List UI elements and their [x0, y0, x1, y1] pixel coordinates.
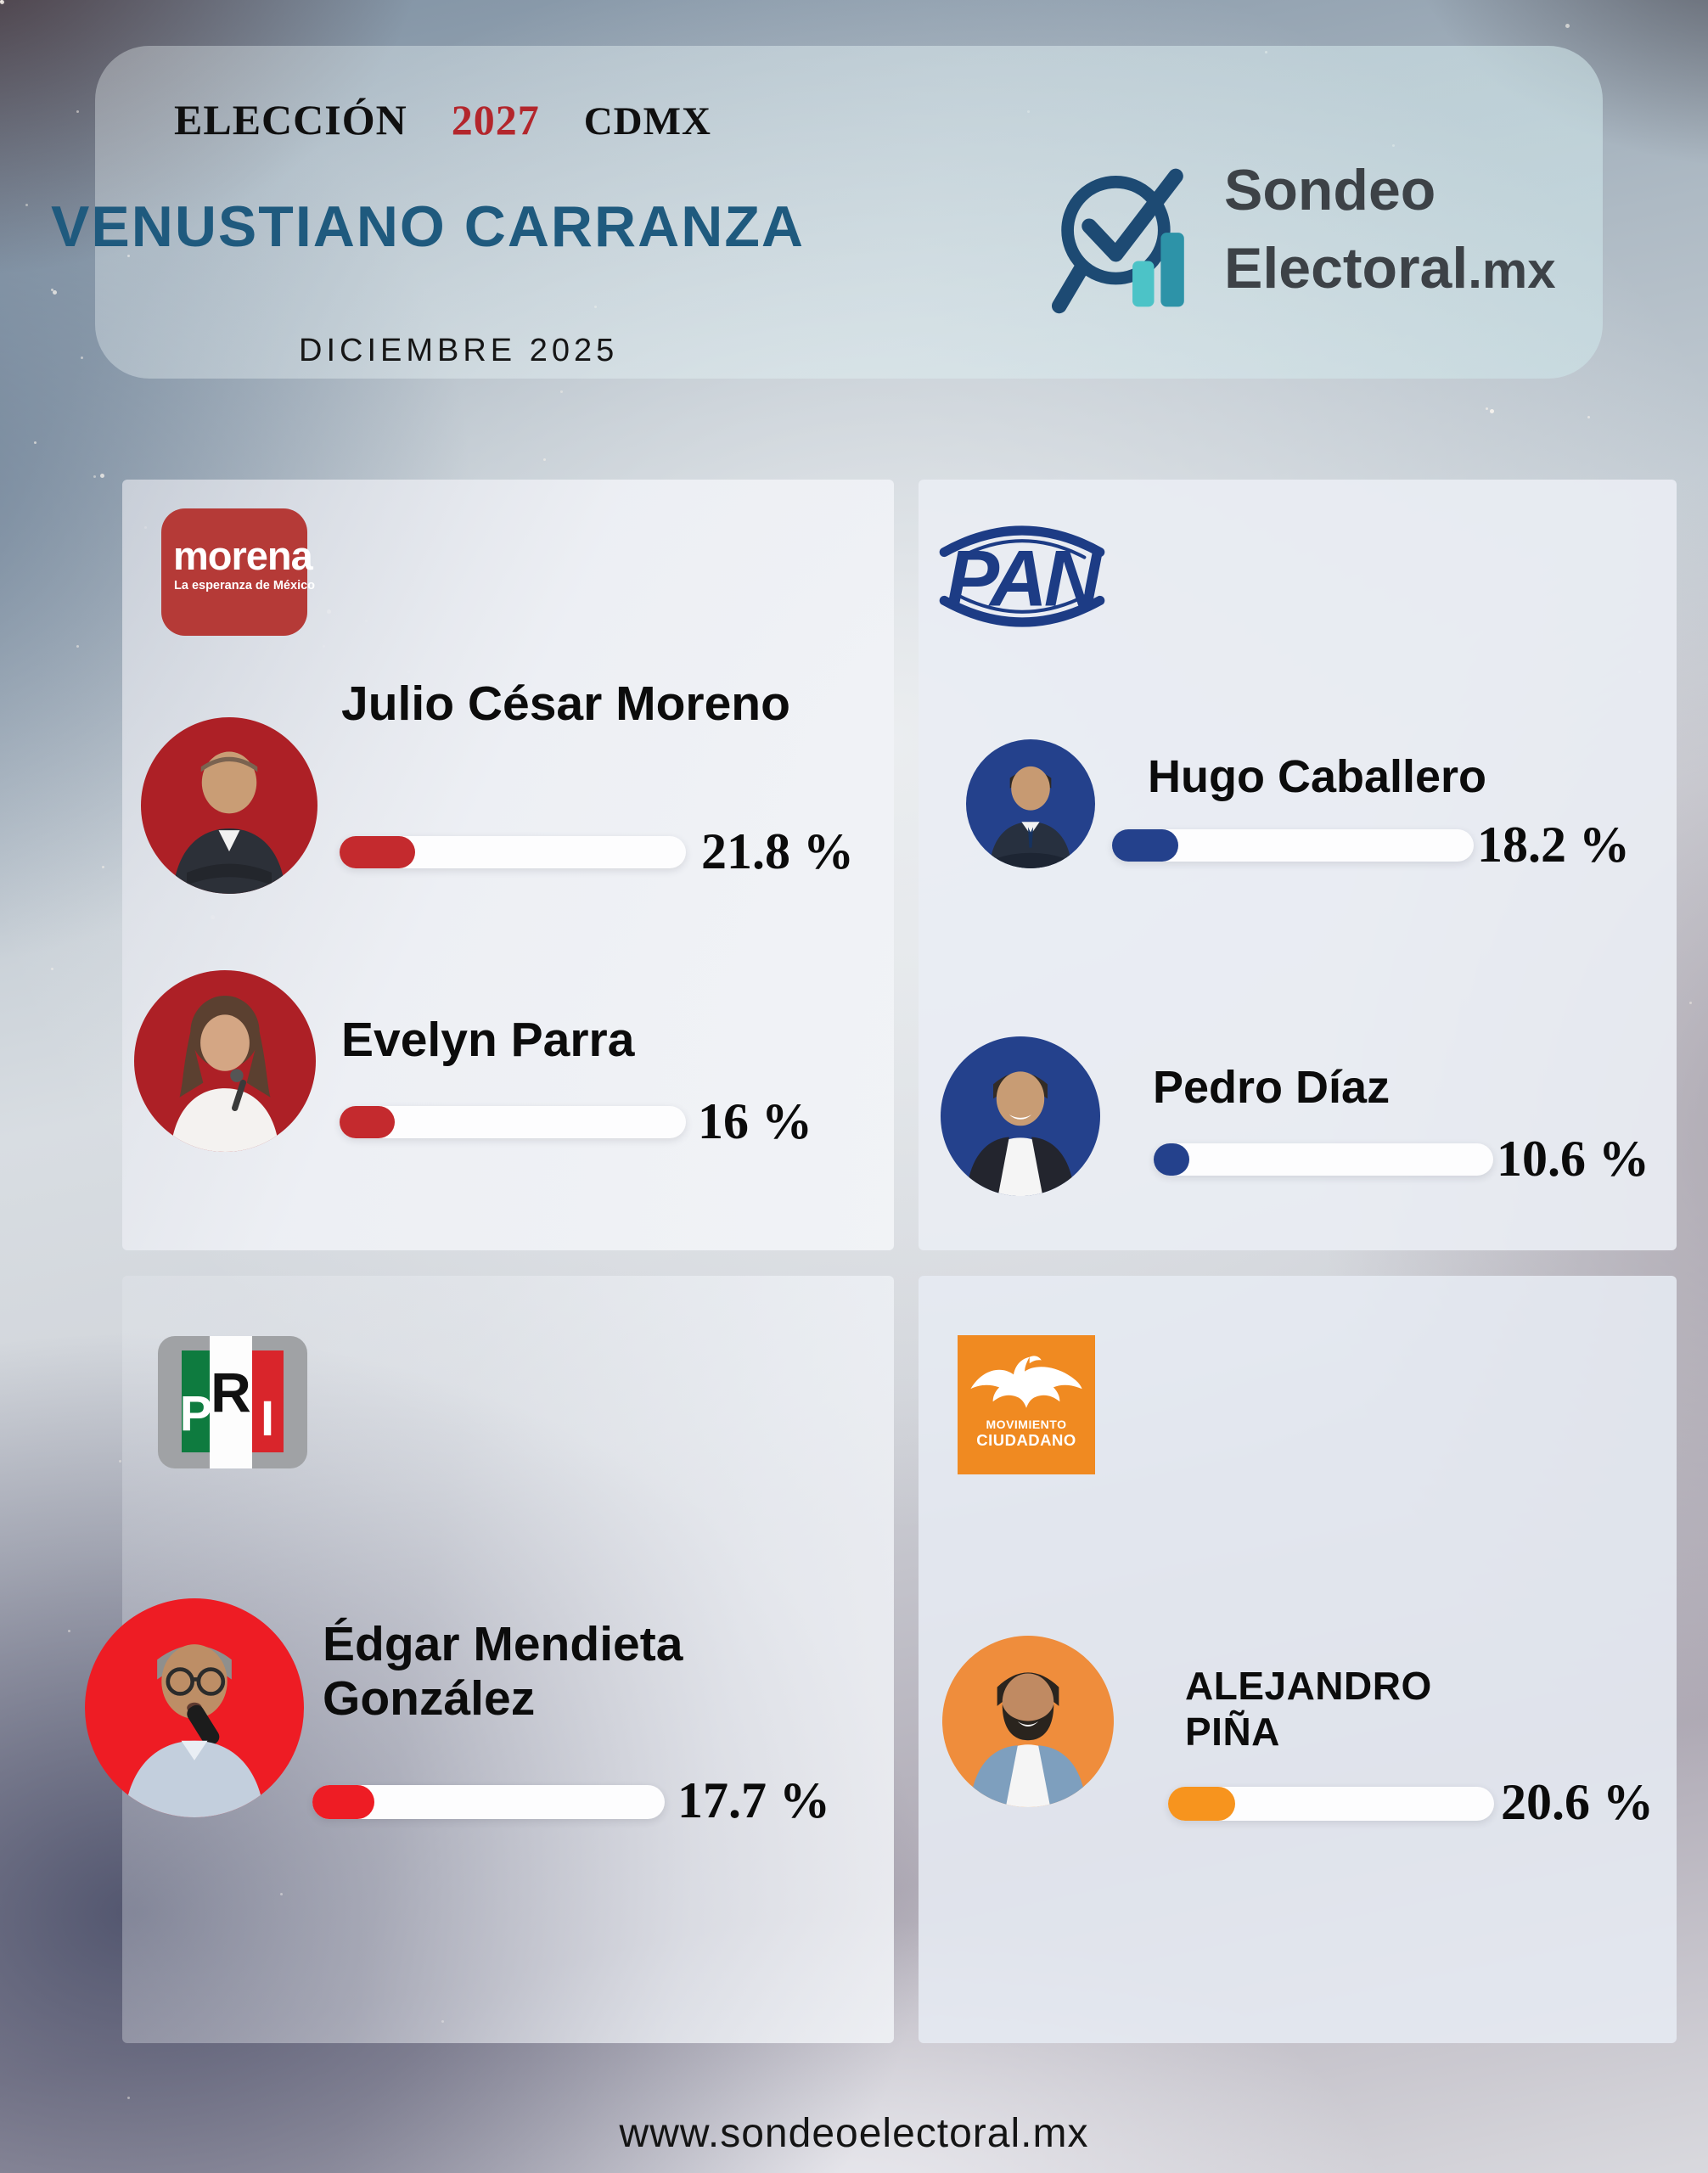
poll-bar-fill — [1112, 829, 1178, 862]
pri-letter-p: P — [180, 1386, 213, 1441]
candidate-photo-evelyn-parra — [134, 970, 316, 1152]
candidate-name: Julio César Moreno — [341, 677, 790, 731]
poll-bar — [340, 836, 686, 868]
candidate-photo-julio-cesar-moreno — [141, 717, 317, 894]
pan-logo-text: PAN — [947, 534, 1104, 623]
candidate-name: Evelyn Parra — [341, 1013, 635, 1067]
star-speckles-bright — [0, 0, 4, 4]
poll-percentage: 16 % — [698, 1093, 812, 1149]
website-url: www.sondeoelectoral.mx — [619, 2111, 1089, 2156]
card-pri: P R I Édgar Mendieta González — [85, 1276, 894, 2043]
candidate-name: Édgar Mendieta González — [323, 1617, 683, 1727]
election-region: CDMX — [583, 99, 711, 143]
election-label: ELECCIÓN — [174, 96, 407, 143]
person-icon — [124, 1644, 265, 1817]
poll-percentage: 10.6 % — [1497, 1131, 1649, 1187]
brand-domain-suffix: .mx — [1468, 242, 1556, 299]
candidate-photo-pedro-diaz — [941, 1036, 1100, 1196]
poll-bar-fill — [340, 836, 415, 868]
poll-bar — [312, 1785, 665, 1819]
morena-logo-tagline: La esperanza de México — [174, 579, 316, 592]
candidate-name-line1: ALEJANDRO — [1185, 1664, 1432, 1708]
poll-bar-fill — [1168, 1787, 1236, 1821]
page-title: VENUSTIANO CARRANZA — [51, 194, 805, 259]
candidate-name: ALEJANDRO PIÑA — [1185, 1663, 1432, 1755]
brand-line1: Sondeo — [1224, 158, 1436, 222]
mc-logo-line1: MOVIMIENTO — [986, 1418, 1067, 1431]
person-icon — [989, 766, 1072, 868]
pan-party-logo: PAN — [930, 517, 1114, 640]
brand-wordmark: Sondeo Electoral.mx — [1224, 151, 1556, 310]
movimiento-ciudadano-party-logo: MOVIMIENTO CIUDADANO — [958, 1335, 1095, 1474]
card-pan: PAN Hugo Caballero 18.2 % — [919, 480, 1677, 1250]
person-icon — [170, 995, 280, 1152]
poll-bar — [1112, 829, 1474, 862]
poll-bar — [1168, 1787, 1494, 1821]
poll-percentage: 17.7 % — [677, 1772, 830, 1828]
pri-letter-r: R — [211, 1361, 251, 1423]
poll-percentage: 18.2 % — [1477, 817, 1630, 873]
poll-date: DICIEMBRE 2025 — [299, 333, 619, 368]
election-row: ELECCIÓN 2027 CDMX — [174, 95, 711, 144]
candidate-name: Pedro Díaz — [1153, 1062, 1391, 1113]
poll-percentage: 21.8 % — [701, 823, 854, 879]
candidate-photo-hugo-caballero — [966, 739, 1095, 868]
poll-percentage: 20.6 % — [1501, 1774, 1654, 1830]
person-icon — [172, 751, 286, 894]
magnifier-check-chart-icon — [1051, 168, 1184, 314]
candidate-photo-alejandro-pina — [942, 1636, 1114, 1807]
morena-logo-word: morena — [173, 533, 313, 578]
brand-line2: Electoral — [1224, 236, 1469, 300]
poll-bar-fill — [1154, 1143, 1190, 1176]
morena-party-logo: morena La esperanza de México — [161, 508, 316, 636]
sondeo-electoral-logo-icon — [1051, 143, 1217, 339]
candidate-name-line2: González — [323, 1671, 536, 1727]
person-icon — [969, 1672, 1087, 1807]
pan-logo-icon: PAN — [939, 525, 1107, 627]
poll-bar — [1154, 1143, 1493, 1176]
eagle-icon — [970, 1356, 1082, 1408]
card-movimiento-ciudadano: MOVIMIENTO CIUDADANO ALEJANDRO PIÑA 20.6… — [919, 1276, 1677, 2043]
pri-party-logo: P R I — [157, 1335, 308, 1475]
candidate-photo-edgar-mendieta — [85, 1598, 304, 1817]
pri-logo-icon: P R I — [158, 1336, 307, 1468]
card-morena: morena La esperanza de México Julio Césa… — [122, 480, 894, 1250]
candidate-name-line2: PIÑA — [1185, 1710, 1280, 1755]
poll-bar-fill — [340, 1106, 396, 1138]
election-year: 2027 — [451, 96, 540, 143]
candidate-name-line1: Édgar Mendieta — [323, 1617, 683, 1671]
mc-logo-line2: CIUDADANO — [976, 1431, 1076, 1449]
poll-bar-fill — [312, 1785, 375, 1819]
pri-letter-i: I — [261, 1391, 274, 1446]
candidate-name: Hugo Caballero — [1148, 751, 1487, 802]
person-icon — [966, 1071, 1075, 1196]
header-card — [95, 46, 1603, 379]
poll-bar — [340, 1106, 686, 1138]
